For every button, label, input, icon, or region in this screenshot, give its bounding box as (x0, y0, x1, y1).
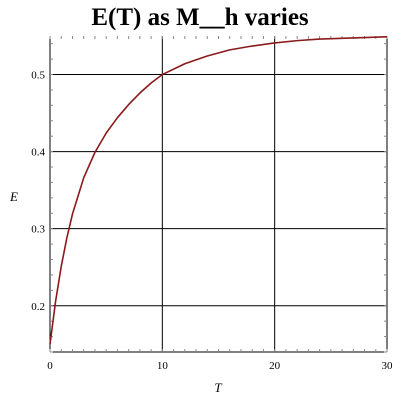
y-tick-label: 0.3 (31, 224, 45, 236)
y-tick-label: 0.5 (31, 70, 45, 82)
series-layer (49, 35, 388, 345)
grid-lines (49, 36, 388, 353)
series-line (49, 35, 388, 345)
y-tick-label: 0.2 (31, 301, 45, 313)
x-tick-label: 0 (47, 360, 53, 372)
x-tick-label: 10 (157, 360, 169, 372)
chart-title: E(T) as M__h varies (91, 4, 309, 31)
y-tick-label: 0.4 (31, 147, 45, 159)
x-axis-label: T (214, 380, 222, 395)
tick-labels: 0 10 20 30 0.2 0.3 0.4 0.5 (31, 70, 393, 372)
y-axis-label: E (9, 189, 18, 204)
x-tick-label: 20 (269, 360, 281, 372)
minor-ticks (49, 36, 388, 353)
x-tick-label: 30 (382, 360, 394, 372)
